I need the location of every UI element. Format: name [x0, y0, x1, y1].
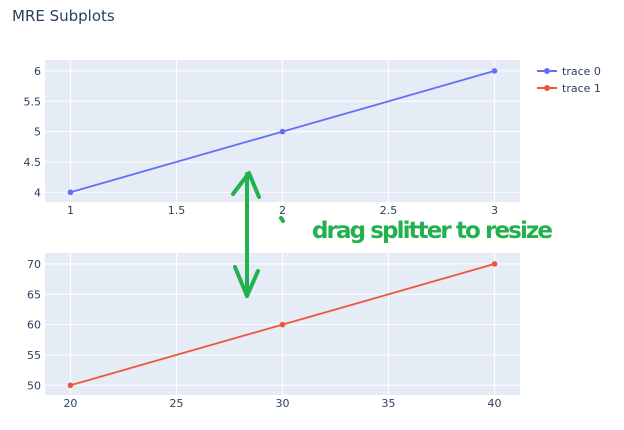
x-tick-label: 25	[169, 397, 183, 410]
resize-arrow-annotation	[231, 171, 285, 298]
legend-label: trace 1	[562, 82, 601, 95]
data-point	[279, 321, 286, 328]
legend-item-trace-1[interactable]: trace 1	[537, 82, 601, 95]
legend[interactable]: trace 0 trace 1	[537, 65, 601, 95]
data-point	[279, 128, 286, 135]
x-tick-label: 30	[276, 397, 290, 410]
legend-label: trace 0	[562, 65, 601, 78]
y-tick-label: 5.5	[24, 95, 42, 108]
x-tick-label: 40	[488, 397, 502, 410]
y-tick-label: 65	[27, 288, 41, 301]
x-tick-label: 35	[382, 397, 396, 410]
subplot-2: 20 25 30 35 40 50 55 60 65 70	[27, 253, 520, 410]
y-tick-label: 4	[34, 186, 41, 199]
x-tick-label: 3	[491, 204, 498, 217]
y-tick-label: 4.5	[24, 156, 42, 169]
legend-item-trace-0[interactable]: trace 0	[537, 65, 601, 78]
x-tick-label: 1.5	[168, 204, 186, 217]
x-tick-label: 20	[63, 397, 77, 410]
x-tick-label: 2	[279, 204, 286, 217]
y-tick-label: 5	[34, 126, 41, 139]
x-tick-label: 2.5	[380, 204, 398, 217]
data-point	[67, 382, 74, 389]
y-tick-label: 6	[34, 65, 41, 78]
y-tick-label: 55	[27, 349, 41, 362]
chart-title: MRE Subplots	[12, 7, 115, 25]
annotation-text: drag splitter to resize	[312, 218, 553, 244]
data-point	[491, 68, 498, 74]
y-tick-label: 60	[27, 319, 41, 332]
x-tick-label: 1	[67, 204, 74, 217]
data-point	[491, 261, 498, 267]
subplot-1: 1 1.5 2 2.5 3 4 4.5 5 5.5 6	[24, 60, 520, 217]
y-tick-label: 70	[27, 258, 41, 271]
data-point	[67, 189, 74, 196]
y-tick-label: 50	[27, 379, 41, 392]
